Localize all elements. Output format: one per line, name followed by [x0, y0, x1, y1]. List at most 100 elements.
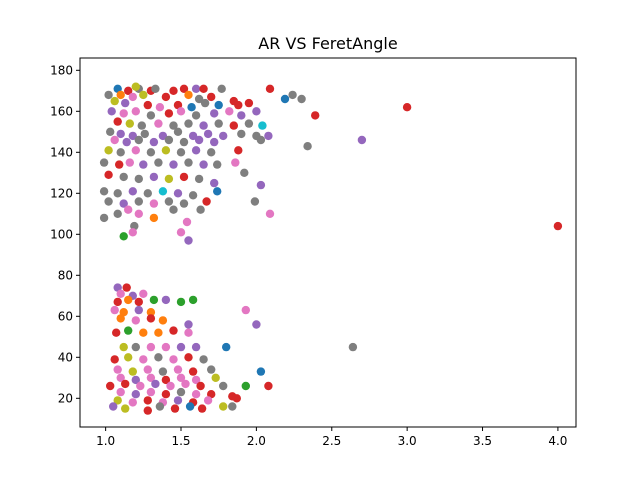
data-point: [116, 289, 125, 298]
data-point: [134, 135, 143, 145]
data-point: [131, 390, 140, 399]
data-point: [121, 404, 130, 413]
data-point: [110, 96, 119, 106]
data-point: [116, 373, 125, 382]
data-point: [210, 109, 219, 118]
data-point: [240, 168, 249, 177]
data-point: [137, 121, 146, 130]
data-point: [188, 295, 198, 305]
data-point: [402, 103, 412, 112]
y-tick-label: 20: [58, 391, 73, 405]
y-tick-label: 180: [50, 63, 73, 77]
x-tick-label: 4.0: [548, 434, 567, 448]
data-point: [116, 387, 125, 397]
data-point: [188, 131, 198, 141]
data-point: [104, 197, 113, 206]
x-tick-label: 3.0: [398, 434, 417, 448]
data-point: [169, 160, 178, 169]
data-point: [125, 158, 134, 167]
data-point: [170, 404, 180, 413]
y-tick-label: 160: [50, 104, 73, 118]
data-point: [139, 355, 148, 364]
data-point: [207, 92, 216, 102]
data-point: [124, 326, 133, 335]
data-point: [109, 402, 118, 411]
data-point: [173, 365, 183, 374]
data-point: [128, 398, 137, 407]
data-point: [176, 228, 186, 237]
data-point: [244, 98, 254, 108]
data-point: [124, 205, 133, 214]
data-point: [188, 191, 198, 200]
data-point: [149, 295, 159, 305]
data-point: [199, 355, 208, 364]
data-point: [252, 107, 261, 116]
data-point: [194, 94, 204, 104]
data-point: [119, 172, 128, 182]
data-point: [128, 367, 137, 376]
data-point: [106, 127, 115, 136]
data-point: [116, 148, 125, 157]
data-point: [146, 342, 156, 352]
data-point: [110, 355, 119, 364]
data-point: [112, 328, 121, 337]
data-point: [131, 375, 140, 385]
data-point: [116, 90, 125, 100]
data-point: [256, 135, 266, 145]
data-point: [211, 373, 220, 382]
data-point: [237, 111, 246, 120]
data-point: [213, 160, 222, 169]
data-point: [191, 146, 201, 155]
data-point: [151, 379, 160, 389]
data-point: [134, 174, 143, 184]
data-point: [131, 107, 140, 116]
data-point: [219, 402, 228, 411]
data-point: [146, 111, 156, 120]
data-point: [122, 283, 131, 292]
data-point: [166, 381, 175, 391]
data-point: [131, 342, 140, 352]
data-point: [149, 213, 159, 223]
data-point: [164, 135, 174, 145]
data-point: [228, 402, 237, 411]
data-point: [161, 295, 171, 305]
data-point: [161, 146, 171, 155]
data-point: [210, 137, 219, 147]
data-point: [169, 326, 178, 335]
data-point: [210, 178, 219, 188]
data-point: [191, 111, 201, 120]
x-tick-label: 2.5: [322, 434, 341, 448]
data-point: [229, 121, 238, 130]
data-point: [116, 129, 125, 139]
data-point: [184, 353, 193, 362]
data-point: [207, 390, 216, 399]
data-point: [182, 217, 192, 227]
data-point: [140, 129, 149, 139]
data-point: [158, 187, 168, 196]
data-point: [191, 84, 201, 94]
data-point: [173, 189, 183, 198]
data-point: [161, 342, 171, 352]
data-point: [191, 390, 201, 399]
data-point: [113, 396, 122, 405]
data-point: [99, 158, 109, 167]
data-point: [241, 381, 250, 391]
data-point: [252, 320, 261, 329]
data-point: [155, 103, 165, 112]
data-point: [143, 365, 152, 374]
data-point: [143, 396, 152, 405]
data-point: [203, 129, 213, 139]
data-point: [128, 131, 137, 141]
data-point: [176, 342, 186, 352]
data-point: [131, 82, 140, 91]
data-point: [256, 367, 266, 376]
data-point: [191, 342, 201, 352]
data-point: [139, 90, 148, 100]
data-point: [124, 86, 133, 96]
data-point: [176, 297, 186, 307]
data-point: [194, 135, 204, 145]
data-point: [119, 232, 128, 241]
data-point: [149, 172, 159, 182]
data-point: [222, 342, 231, 352]
